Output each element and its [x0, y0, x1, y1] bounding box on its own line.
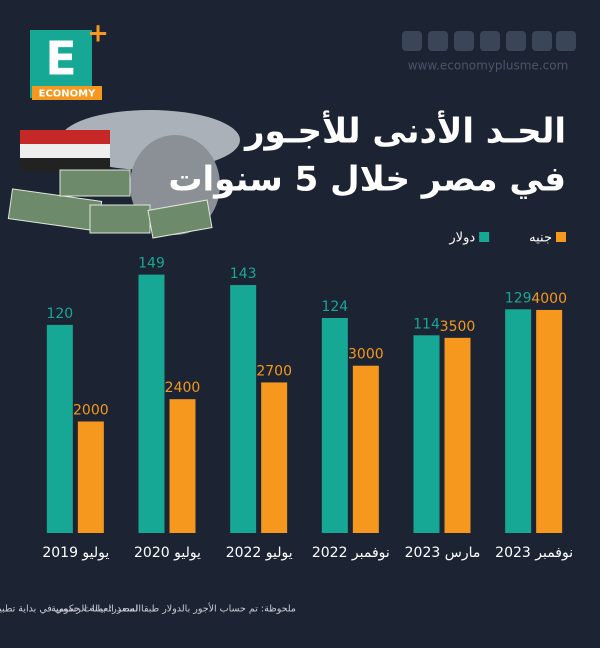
x-tick-label: نوفمبر 2023	[495, 545, 573, 561]
value-label: 129	[505, 290, 532, 306]
value-label: 2400	[165, 380, 201, 396]
logo-word: ECONOMY	[39, 89, 96, 100]
bar	[505, 309, 532, 533]
x-tick-label: يوليو 2020	[134, 545, 201, 561]
footnote: ملحوظة: تم حساب الأجور بالدولار طبقا لسع…	[0, 603, 296, 615]
value-label: 114	[413, 316, 440, 332]
x-tick-label: مارس 2023	[405, 545, 481, 561]
bar	[321, 317, 348, 533]
value-label: 2700	[256, 363, 292, 379]
bar	[230, 285, 257, 533]
value-label: 3000	[348, 347, 384, 363]
bar	[536, 309, 563, 533]
bar	[413, 335, 440, 533]
logo-letter: E	[45, 32, 76, 86]
x-tick-label: يوليو 2022	[226, 545, 293, 561]
legend-label: دولار	[448, 231, 475, 246]
logo-plus: +	[87, 19, 109, 49]
logo: E ECONOMY +	[30, 19, 109, 100]
bar	[444, 337, 471, 533]
value-label: 149	[138, 256, 165, 272]
value-label: 3500	[440, 319, 476, 335]
chart-title: الحـد الأدنى للأجـور	[243, 110, 566, 152]
x-tick-label: يوليو 2019	[42, 545, 109, 561]
value-label: 143	[230, 266, 257, 282]
money-illustration	[7, 110, 240, 239]
social-icons	[402, 31, 576, 51]
value-label: 120	[46, 306, 73, 322]
bar	[77, 421, 104, 533]
legend-swatch	[556, 232, 566, 242]
bar	[352, 365, 379, 533]
x-tick-label: نوفمبر 2022	[312, 545, 390, 561]
legend-label: جنيه	[529, 231, 552, 246]
value-label: 2000	[73, 402, 109, 418]
value-label: 4000	[531, 291, 567, 307]
chart-title: في مصر خلال 5 سنوات	[168, 160, 566, 200]
legend-swatch	[479, 232, 490, 242]
logo-band	[32, 86, 102, 100]
bar	[46, 324, 73, 533]
value-label: 124	[321, 299, 348, 315]
source: المصدر: بيانات حكومية	[51, 604, 141, 615]
website: www.economyplusme.com	[408, 59, 569, 73]
bar	[138, 274, 165, 533]
bar	[169, 399, 196, 533]
bar	[261, 382, 288, 533]
